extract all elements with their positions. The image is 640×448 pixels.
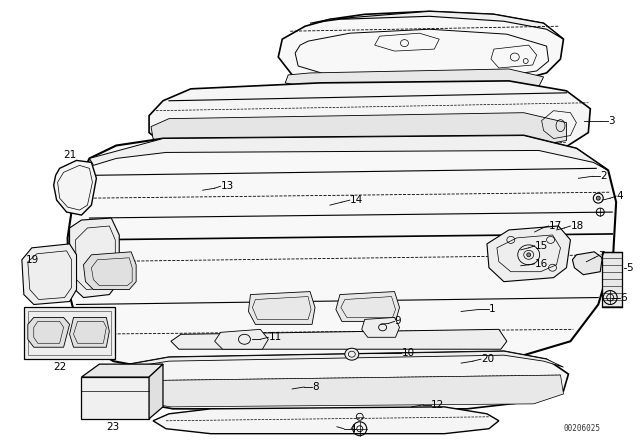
Text: 5: 5 xyxy=(626,263,633,273)
Text: 18: 18 xyxy=(570,221,584,231)
Polygon shape xyxy=(151,113,566,148)
Polygon shape xyxy=(90,136,608,170)
Polygon shape xyxy=(151,113,566,148)
Polygon shape xyxy=(83,252,136,289)
Polygon shape xyxy=(103,351,568,409)
Polygon shape xyxy=(285,69,543,91)
Text: 13: 13 xyxy=(221,181,234,191)
Polygon shape xyxy=(81,377,149,419)
Polygon shape xyxy=(149,159,561,182)
Text: 21: 21 xyxy=(63,151,77,160)
Text: 14: 14 xyxy=(350,195,363,205)
Text: 4: 4 xyxy=(616,191,623,201)
Text: 2: 2 xyxy=(600,171,607,181)
Text: 9: 9 xyxy=(394,316,401,327)
Polygon shape xyxy=(149,159,561,182)
Text: 7: 7 xyxy=(598,251,605,261)
Text: 23: 23 xyxy=(106,422,120,432)
Polygon shape xyxy=(171,329,507,349)
Polygon shape xyxy=(24,307,115,359)
Polygon shape xyxy=(70,218,119,297)
Polygon shape xyxy=(68,136,616,371)
Text: 20: 20 xyxy=(481,354,494,364)
Polygon shape xyxy=(28,318,70,347)
Text: 00206025: 00206025 xyxy=(563,424,600,433)
Text: 11: 11 xyxy=(268,332,282,342)
Polygon shape xyxy=(362,318,399,337)
Polygon shape xyxy=(153,407,499,434)
Text: 19: 19 xyxy=(26,255,39,265)
Polygon shape xyxy=(285,69,543,91)
Polygon shape xyxy=(248,292,315,324)
Polygon shape xyxy=(113,351,563,371)
Polygon shape xyxy=(310,11,563,39)
Polygon shape xyxy=(70,318,109,347)
Polygon shape xyxy=(214,329,268,349)
Polygon shape xyxy=(602,252,622,307)
Text: 8: 8 xyxy=(312,382,319,392)
Polygon shape xyxy=(572,252,602,275)
Text: 12: 12 xyxy=(431,400,445,410)
Text: 6: 6 xyxy=(620,293,627,302)
Ellipse shape xyxy=(596,196,600,200)
Polygon shape xyxy=(106,375,563,407)
Text: 15: 15 xyxy=(534,241,548,251)
Polygon shape xyxy=(487,226,570,282)
Text: 1: 1 xyxy=(489,305,495,314)
Text: 17: 17 xyxy=(548,221,562,231)
Ellipse shape xyxy=(345,348,359,360)
Polygon shape xyxy=(149,364,163,419)
Text: 22: 22 xyxy=(54,362,67,372)
Text: 3: 3 xyxy=(608,116,615,125)
Polygon shape xyxy=(106,375,563,407)
Polygon shape xyxy=(336,292,399,321)
Polygon shape xyxy=(54,160,97,215)
Polygon shape xyxy=(22,244,77,305)
Text: 10: 10 xyxy=(401,348,415,358)
Text: 4: 4 xyxy=(350,424,356,434)
Polygon shape xyxy=(81,364,163,377)
Polygon shape xyxy=(149,81,590,155)
Polygon shape xyxy=(278,11,563,89)
Text: 16: 16 xyxy=(534,259,548,269)
Ellipse shape xyxy=(527,253,531,257)
